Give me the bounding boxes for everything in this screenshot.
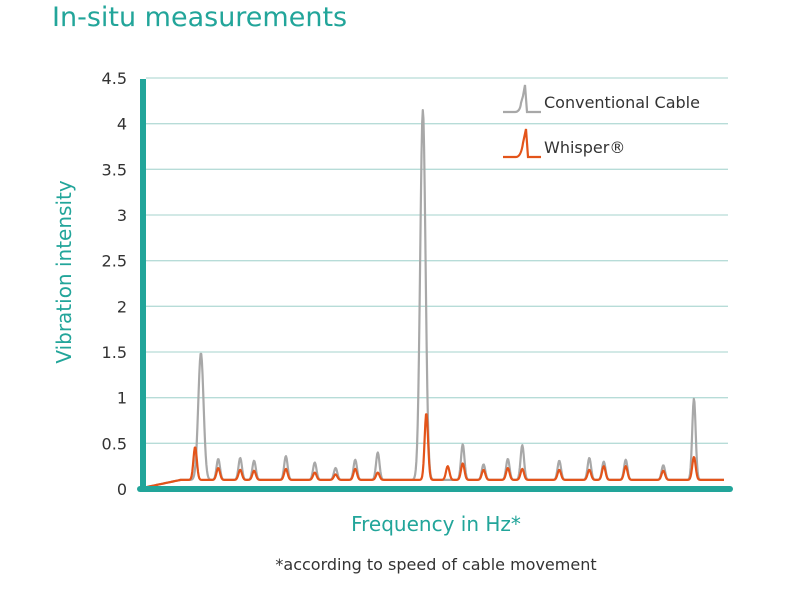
series-layer [145,108,725,489]
chart-title: In-situ measurements [52,2,347,33]
legend: Conventional Cable Whisper® [503,84,700,159]
y-tick-label: 2 [117,297,127,316]
y-tick-labels: 0 0.5 1 1.5 2 2.5 3 3.5 4 4.5 [102,69,127,499]
footnote: *according to speed of cable movement [275,555,596,574]
y-tick-label: 0 [117,480,127,499]
y-tick-label: 4.5 [102,69,127,88]
legend-swatch-whisper [503,128,541,159]
y-tick-label: 3.5 [102,160,127,179]
y-tick-label: 1 [117,389,127,408]
legend-label-whisper: Whisper® [544,138,625,157]
y-tick-label: 4 [117,115,127,134]
y-tick-label: 3 [117,206,127,225]
grid-lines [146,77,728,444]
legend-label-conventional: Conventional Cable [544,93,700,112]
legend-swatch-conventional [503,84,541,114]
y-tick-label: 1.5 [102,343,127,362]
y-tick-label: 2.5 [102,252,127,271]
x-axis-label: Frequency in Hz* [351,512,521,536]
y-axis-label: Vibration intensity [52,180,76,364]
y-tick-label: 0.5 [102,434,127,453]
series-line-conventional [145,108,725,489]
series-line-whisper [145,413,725,489]
